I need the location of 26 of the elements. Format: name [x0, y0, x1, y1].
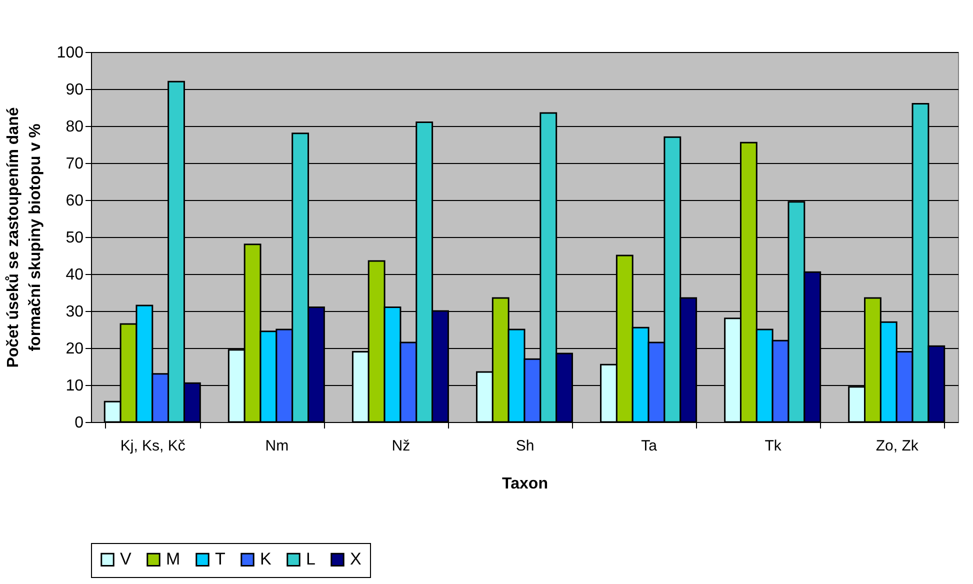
legend-label: T: [215, 550, 226, 569]
y-axis-title: Počet úseků se zastoupením dané formační skupiny biotopu v %: [4, 107, 44, 368]
y-tick-label: 100: [56, 44, 84, 62]
y-tick-label: 80: [66, 118, 84, 136]
y-tick-label: 40: [66, 266, 84, 284]
x-axis-title: Taxon: [502, 476, 548, 492]
x-tick-label: Sh: [516, 438, 534, 454]
x-tick-label: Zo, Zk: [876, 438, 919, 454]
y-tick-label: 70: [66, 156, 84, 172]
x-tick-label: Nž: [392, 438, 410, 454]
x-tick-label: Ta: [641, 438, 658, 454]
y-tick-label: 30: [66, 304, 84, 320]
y-tick-label: 20: [66, 340, 84, 358]
legend-label: X: [350, 550, 362, 569]
x-tick-label: Nm: [265, 438, 289, 454]
legend-label: V: [120, 550, 132, 569]
legend-label: L: [306, 550, 316, 569]
y-tick-label: 50: [66, 230, 84, 246]
legend-label: M: [166, 550, 180, 569]
y-tick-label: 0: [74, 414, 84, 432]
y-tick-label: 10: [66, 378, 84, 394]
x-tick-label: Kj, Ks, Kč: [120, 438, 186, 454]
y-tick-label: 60: [66, 192, 84, 210]
y-tick-label: 90: [66, 82, 84, 98]
legend-label: K: [260, 550, 272, 569]
x-tick-label: Tk: [764, 438, 782, 454]
